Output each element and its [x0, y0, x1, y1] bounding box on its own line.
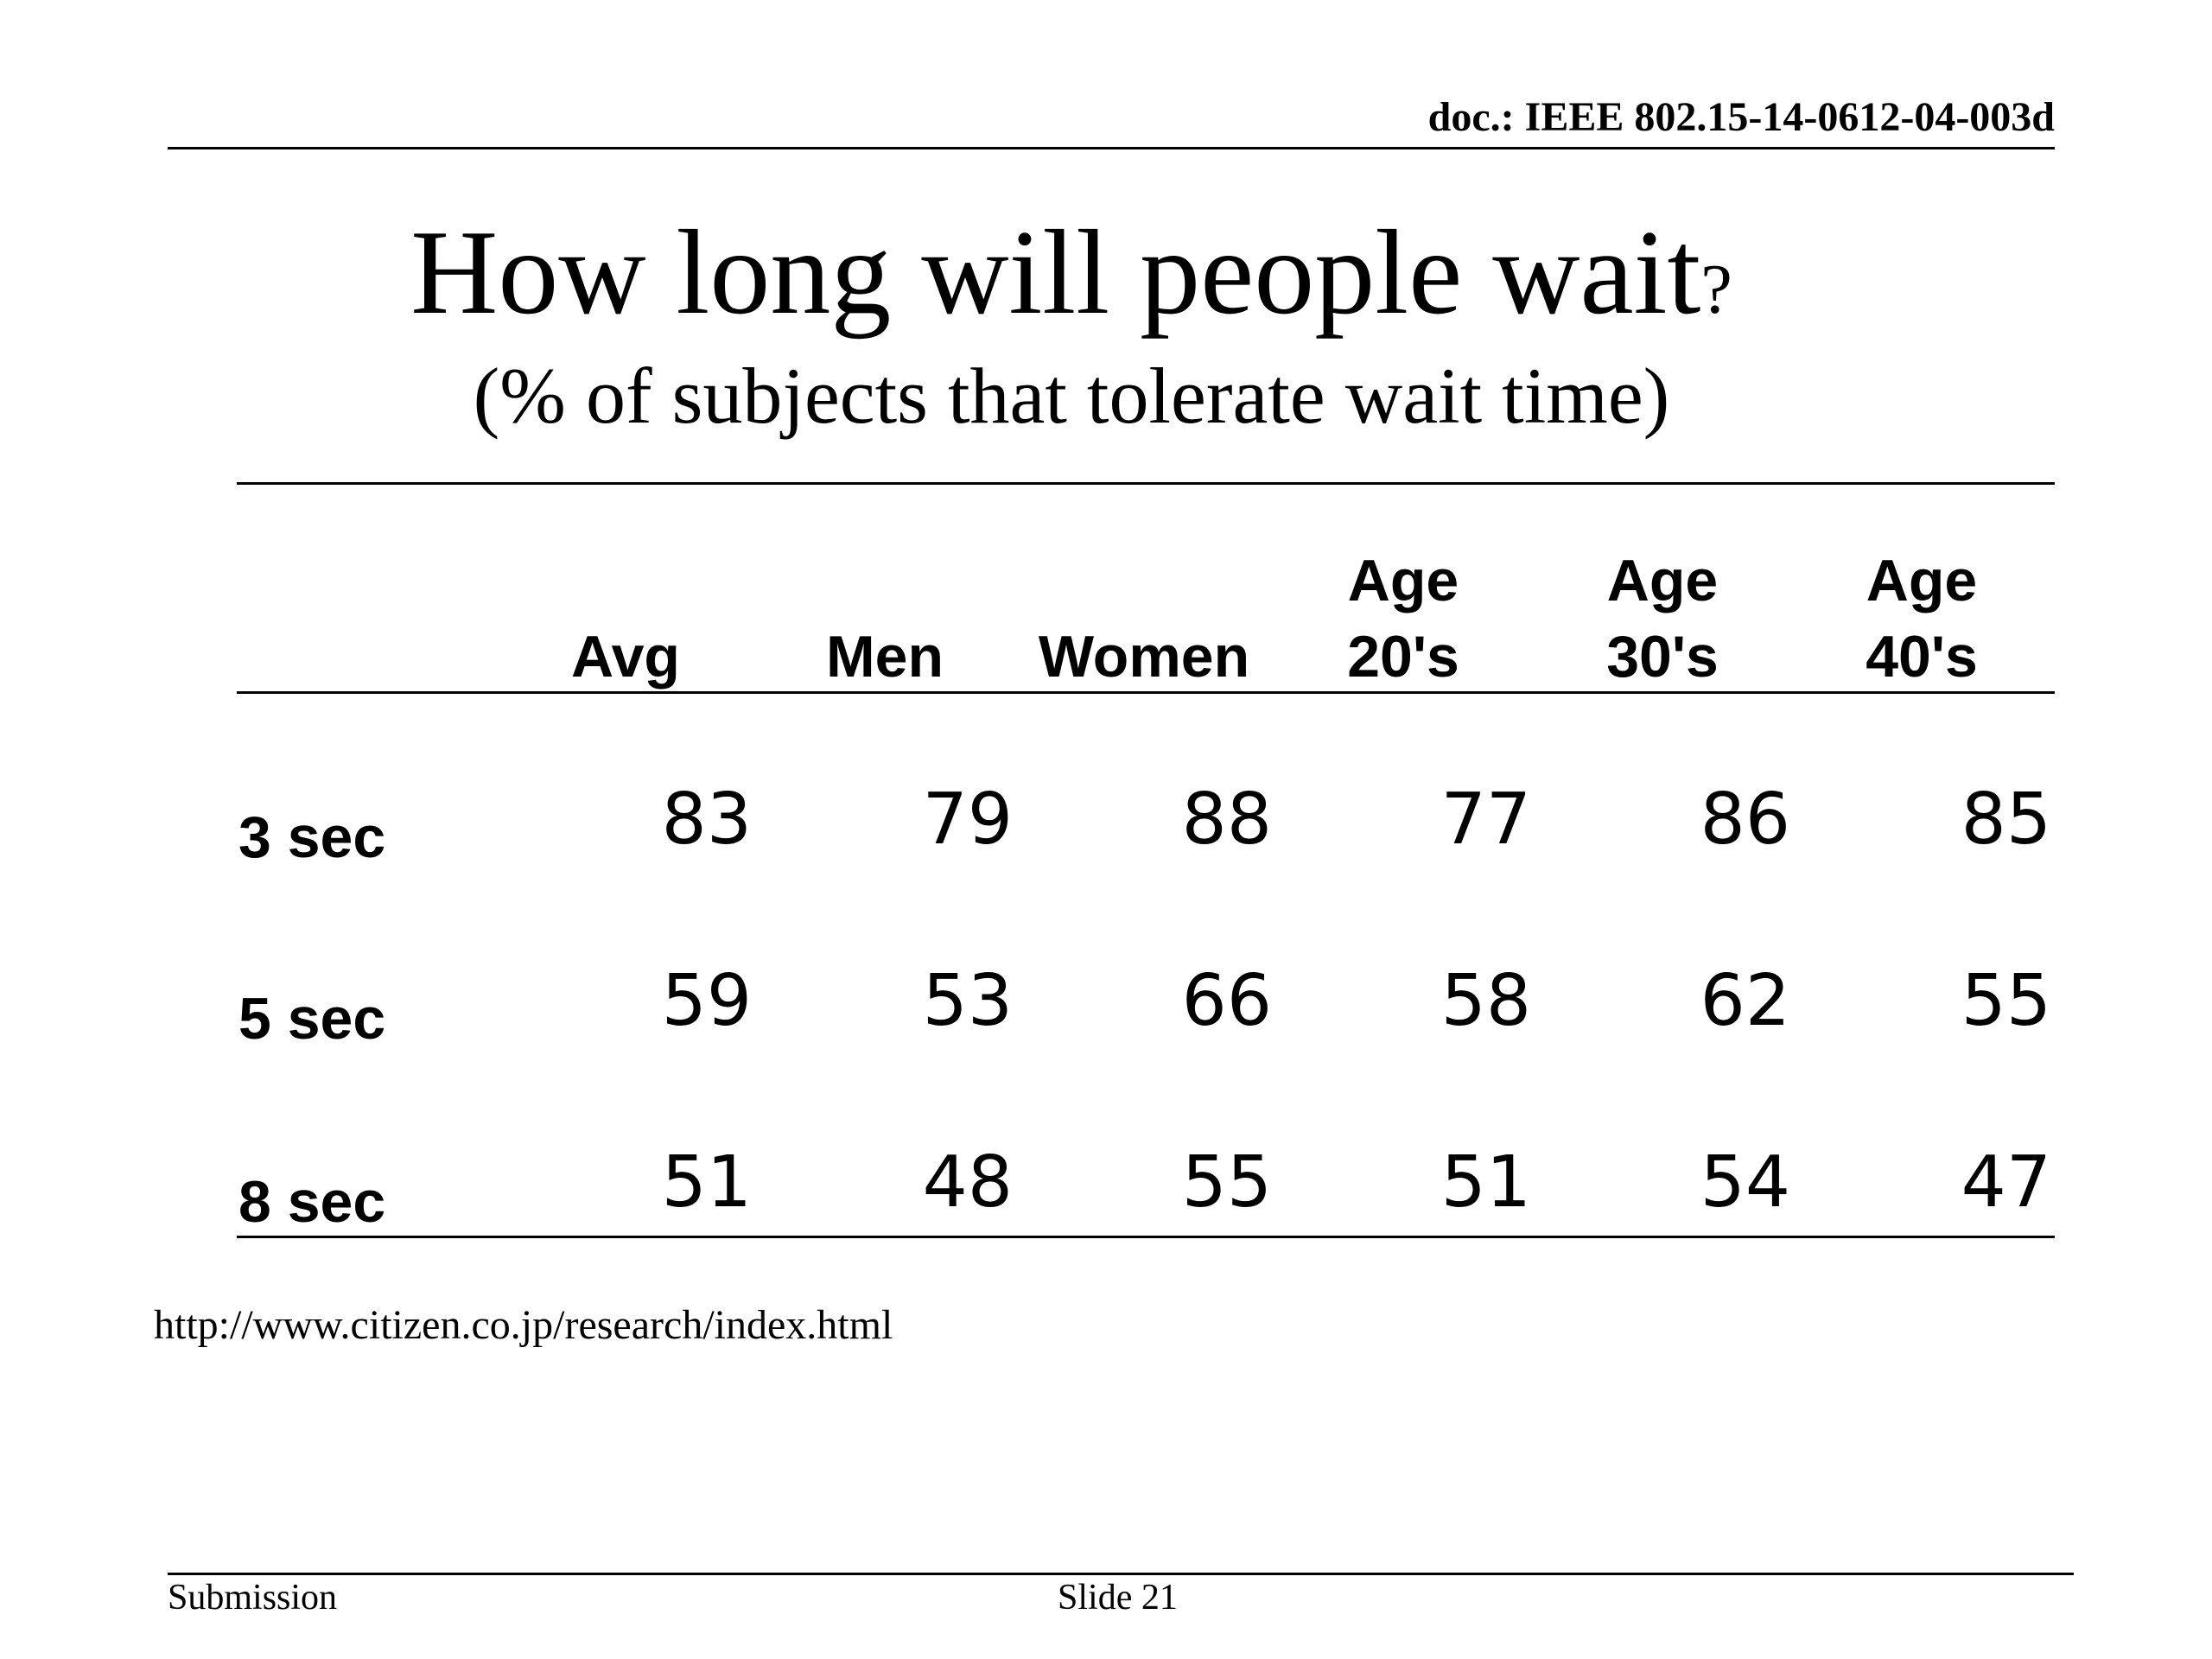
- table-cell: 83: [661, 779, 752, 861]
- column-header-age-30s-line1: Age: [1606, 548, 1719, 613]
- column-header-age-40s-line1: Age: [1866, 548, 1978, 613]
- table-cell: 85: [1961, 779, 2051, 861]
- column-header-women: Women: [1038, 624, 1250, 690]
- table-cell: 79: [922, 779, 1013, 861]
- column-header-rule: [237, 691, 2055, 694]
- column-header-age-40s-line2: 40's: [1866, 624, 1978, 690]
- table-cell: 59: [661, 960, 752, 1042]
- row-label-5-sec: 5 sec: [238, 986, 386, 1052]
- table-cell: 53: [922, 960, 1013, 1042]
- footer-submission: Submission: [168, 1578, 338, 1618]
- table-cell: 66: [1181, 960, 1272, 1042]
- table-cell: 47: [1961, 1141, 2051, 1224]
- slide-title-question-mark: ?: [1700, 250, 1732, 328]
- document-id: doc.: IEEE 802.15-14-0612-04-003d: [1427, 94, 2055, 140]
- table-cell: 48: [922, 1141, 1013, 1224]
- table-top-rule: [237, 482, 2055, 485]
- slide-title-text: How long will people wait: [410, 206, 1701, 340]
- table-cell: 55: [1181, 1141, 1272, 1224]
- column-header-age-20s-line2: 20's: [1347, 624, 1459, 690]
- column-header-age-20s-line1: Age: [1347, 548, 1459, 613]
- table-cell: 86: [1700, 779, 1790, 861]
- column-header-age-30s-line2: 30's: [1606, 624, 1719, 690]
- table-cell: 51: [661, 1141, 752, 1224]
- table-cell: 58: [1440, 960, 1531, 1042]
- table-cell: 88: [1181, 779, 1272, 861]
- table-cell: 54: [1700, 1141, 1790, 1224]
- slide-subtitle: (% of subjects that tolerate wait time): [473, 352, 1670, 440]
- column-header-avg: Avg: [571, 624, 680, 690]
- column-header-men: Men: [826, 624, 944, 690]
- footer-slide-number: Slide 21: [1058, 1578, 1178, 1618]
- table-cell: 55: [1961, 960, 2051, 1042]
- header-divider: [168, 147, 2055, 149]
- table-cell: 62: [1700, 960, 1790, 1042]
- row-label-3-sec: 3 sec: [238, 804, 386, 870]
- row-label-8-sec: 8 sec: [238, 1169, 386, 1235]
- table-bottom-rule: [237, 1236, 2055, 1238]
- table-cell: 77: [1440, 779, 1531, 861]
- footer-divider: [168, 1573, 2074, 1575]
- table-cell: 51: [1440, 1141, 1531, 1224]
- slide-title: How long will people wait?: [0, 213, 2143, 334]
- source-url: http://www.citizen.co.jp/research/index.…: [154, 1302, 893, 1348]
